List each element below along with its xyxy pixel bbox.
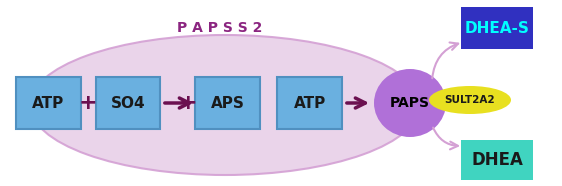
Text: ATP: ATP	[32, 95, 64, 110]
FancyArrowPatch shape	[433, 128, 458, 149]
Text: SO4: SO4	[111, 95, 146, 110]
Ellipse shape	[374, 69, 446, 137]
FancyBboxPatch shape	[16, 77, 80, 129]
Text: +: +	[179, 93, 197, 113]
FancyBboxPatch shape	[196, 77, 261, 129]
Text: APS: APS	[211, 95, 245, 110]
Text: +: +	[79, 93, 97, 113]
FancyBboxPatch shape	[461, 140, 533, 180]
FancyBboxPatch shape	[96, 77, 161, 129]
Text: ATP: ATP	[294, 95, 326, 110]
Text: DHEA: DHEA	[471, 151, 523, 169]
Ellipse shape	[429, 86, 511, 114]
Ellipse shape	[30, 35, 420, 175]
Text: SULT2A2: SULT2A2	[445, 95, 495, 105]
Text: PAPS: PAPS	[390, 96, 430, 110]
FancyArrowPatch shape	[432, 42, 458, 78]
FancyBboxPatch shape	[278, 77, 342, 129]
Text: DHEA-S: DHEA-S	[465, 20, 529, 36]
Text: P A P S S 2: P A P S S 2	[178, 21, 262, 35]
FancyBboxPatch shape	[461, 7, 533, 49]
